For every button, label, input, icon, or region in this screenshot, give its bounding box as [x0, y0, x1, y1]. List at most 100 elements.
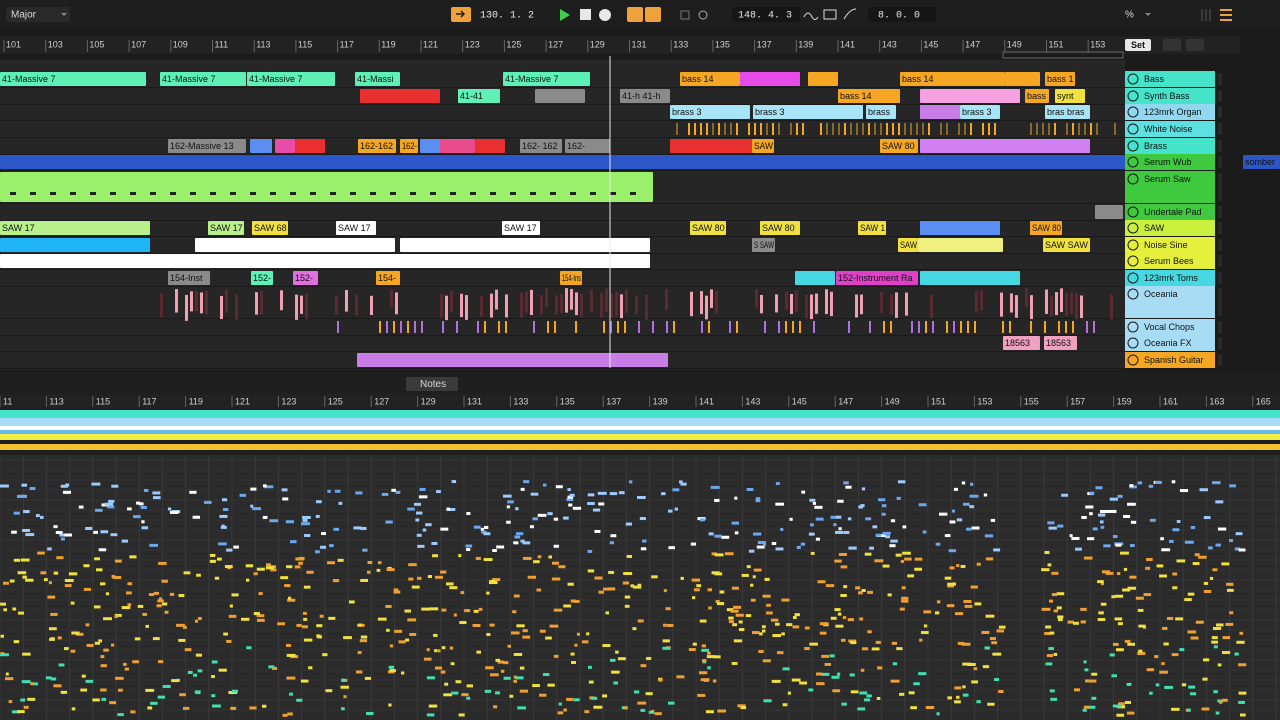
track-header[interactable] — [1125, 121, 1215, 137]
clip[interactable] — [1055, 89, 1085, 103]
track-launch[interactable] — [1127, 288, 1139, 300]
automation-button[interactable] — [645, 7, 661, 22]
track-header[interactable] — [1125, 335, 1215, 351]
track-header[interactable] — [1125, 352, 1215, 368]
track-header[interactable] — [1125, 154, 1215, 170]
clip[interactable] — [0, 172, 653, 202]
track-launch[interactable] — [1127, 73, 1139, 85]
track-launch[interactable] — [1127, 173, 1139, 185]
record-button[interactable] — [599, 9, 611, 21]
clip[interactable] — [866, 105, 896, 119]
clip[interactable] — [900, 72, 1005, 86]
track-launch[interactable] — [1127, 140, 1139, 152]
track-launch[interactable] — [1127, 255, 1139, 267]
track-launch[interactable] — [1127, 321, 1139, 333]
clip[interactable] — [357, 353, 668, 367]
clip[interactable] — [0, 238, 150, 252]
track-launch[interactable] — [1127, 354, 1139, 366]
clip[interactable] — [920, 105, 960, 119]
clip[interactable] — [1043, 238, 1090, 252]
clip[interactable] — [1025, 89, 1049, 103]
track-launch[interactable] — [1127, 106, 1139, 118]
clip[interactable] — [458, 89, 500, 103]
clip[interactable] — [400, 238, 650, 252]
clip[interactable] — [0, 72, 146, 86]
clip[interactable] — [795, 271, 835, 285]
clip[interactable] — [1243, 155, 1280, 169]
clip[interactable] — [670, 139, 752, 153]
punch-icon[interactable] — [823, 9, 837, 20]
track-header[interactable] — [1125, 171, 1215, 203]
clip[interactable] — [440, 139, 475, 153]
clip[interactable] — [1095, 205, 1123, 219]
scale-dropdown[interactable] — [6, 7, 70, 22]
track-launch[interactable] — [1127, 156, 1139, 168]
clip[interactable] — [898, 238, 918, 252]
clip[interactable] — [295, 139, 325, 153]
clip[interactable] — [920, 271, 1020, 285]
clip[interactable] — [960, 105, 1000, 119]
clip[interactable] — [565, 139, 610, 153]
track-header[interactable] — [1125, 104, 1215, 120]
clip[interactable] — [168, 271, 210, 285]
curve-icon[interactable] — [843, 8, 857, 20]
clip[interactable] — [195, 238, 395, 252]
clip[interactable] — [620, 89, 670, 103]
menu-icon[interactable] — [1220, 9, 1232, 21]
clip[interactable] — [740, 72, 800, 86]
notes-tab[interactable] — [406, 377, 458, 391]
stop-button[interactable] — [580, 9, 591, 20]
clip[interactable] — [1044, 336, 1077, 350]
clip[interactable] — [752, 139, 774, 153]
track-launch[interactable] — [1127, 123, 1139, 135]
capture-icon[interactable] — [680, 10, 690, 20]
track-header[interactable] — [1125, 71, 1215, 87]
clip[interactable] — [560, 271, 582, 285]
clip[interactable] — [918, 238, 1003, 252]
clip[interactable] — [680, 72, 740, 86]
track-launch[interactable] — [1127, 90, 1139, 102]
clip[interactable] — [1030, 221, 1062, 235]
track-header[interactable] — [1125, 220, 1215, 236]
clip[interactable] — [1045, 105, 1090, 119]
clip[interactable] — [690, 221, 726, 235]
lock-button[interactable] — [1186, 39, 1204, 51]
clip[interactable] — [752, 238, 775, 252]
clip[interactable] — [1003, 336, 1040, 350]
follow-icon[interactable] — [803, 12, 819, 20]
clip[interactable] — [670, 105, 750, 119]
clip[interactable] — [358, 139, 396, 153]
loop-length-box[interactable] — [868, 7, 936, 22]
clip[interactable] — [502, 221, 540, 235]
clip[interactable] — [753, 105, 863, 119]
track-launch[interactable] — [1127, 222, 1139, 234]
clip[interactable] — [160, 72, 246, 86]
track-header[interactable] — [1125, 253, 1215, 269]
clip[interactable] — [168, 139, 246, 153]
clip[interactable] — [836, 271, 918, 285]
clip[interactable] — [760, 221, 800, 235]
play-button[interactable] — [560, 9, 570, 21]
clip[interactable] — [838, 89, 900, 103]
track-header[interactable] — [1125, 319, 1215, 335]
set-button[interactable] — [1125, 39, 1151, 51]
position-box[interactable] — [732, 7, 800, 22]
track-launch[interactable] — [1127, 206, 1139, 218]
loop-icon[interactable] — [698, 10, 708, 20]
clip[interactable] — [880, 139, 918, 153]
clip[interactable] — [503, 72, 590, 86]
clip[interactable] — [251, 271, 273, 285]
clip[interactable] — [293, 271, 318, 285]
track-header[interactable] — [1125, 237, 1215, 253]
clip[interactable] — [360, 89, 440, 103]
clip[interactable] — [0, 254, 650, 268]
track-header[interactable] — [1125, 88, 1215, 104]
clip[interactable] — [920, 139, 1090, 153]
clip[interactable] — [247, 72, 335, 86]
track-header[interactable] — [1125, 138, 1215, 154]
clip[interactable] — [808, 72, 838, 86]
track-launch[interactable] — [1127, 239, 1139, 251]
clip[interactable] — [475, 139, 505, 153]
clip[interactable] — [208, 221, 244, 235]
clip[interactable] — [275, 139, 295, 153]
